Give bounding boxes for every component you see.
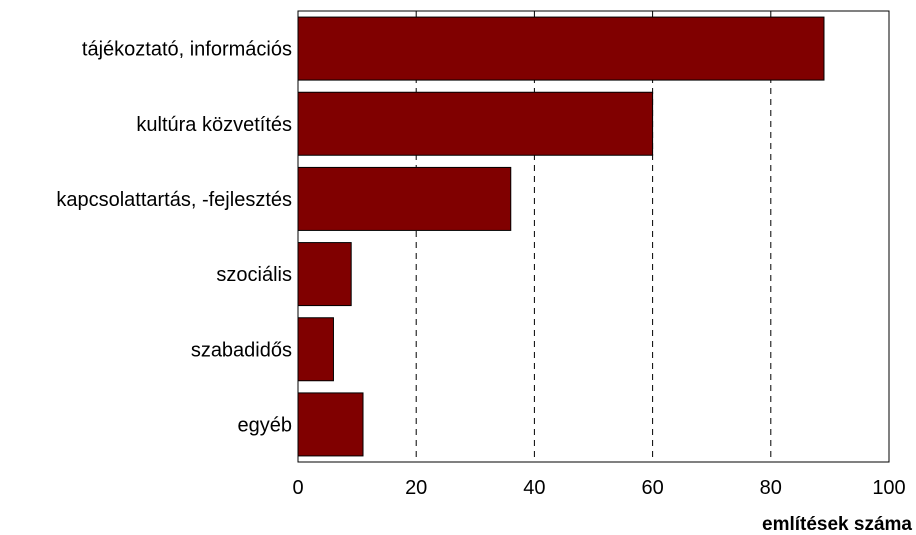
category-label: kultúra közvetítés [136, 114, 292, 136]
bar [297, 242, 352, 307]
x-tick-label: 100 [872, 477, 905, 499]
bars [297, 16, 825, 457]
category-label: tájékoztató, információs [82, 39, 292, 61]
bar [297, 317, 334, 382]
plot-frame [297, 10, 890, 463]
gridlines [415, 11, 772, 462]
category-label: szociális [216, 264, 292, 286]
x-tick-label: 60 [641, 477, 663, 499]
bar [297, 166, 512, 231]
category-label: szabadidős [191, 339, 292, 361]
x-tick-label: 0 [292, 477, 303, 499]
x-tick-labels: 0 20 40 60 80 100 [292, 477, 905, 499]
x-axis-title: említések száma [762, 514, 912, 535]
x-tick-label: 20 [405, 477, 427, 499]
bar [297, 16, 825, 81]
x-tick-label: 40 [523, 477, 545, 499]
category-label: kapcsolattartás, -fejlesztés [56, 189, 292, 211]
bar [297, 392, 364, 457]
bar [297, 91, 654, 156]
category-labels: tájékoztató, információs kultúra közvetít… [56, 39, 292, 437]
category-label: egyéb [238, 414, 293, 436]
x-tick-label: 80 [760, 477, 782, 499]
